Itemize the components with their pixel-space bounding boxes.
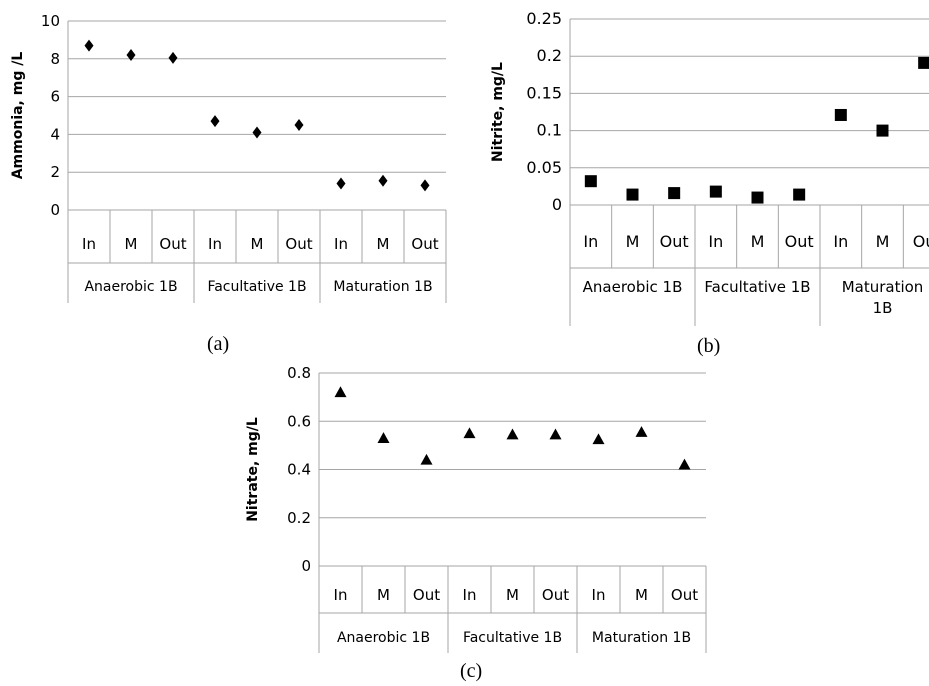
group-label: Facultative 1B xyxy=(463,630,562,646)
data-point-square xyxy=(751,191,764,204)
y-tick-label: 4 xyxy=(50,125,60,143)
data-point-square xyxy=(918,56,929,69)
y-tick-label: 0.1 xyxy=(537,121,562,140)
y-tick-label: 0.2 xyxy=(537,46,562,65)
y-axis-title: Nitrate, mg/L xyxy=(245,417,261,522)
y-tick-label: 0 xyxy=(50,201,60,219)
category-label: M xyxy=(377,235,390,253)
data-point-triangle xyxy=(506,428,519,440)
data-point-triangle xyxy=(334,386,347,398)
y-tick-label: 0.2 xyxy=(287,509,311,527)
chart-panel-c: 0 0.2 0.4 0.6 0.8 In M Out In M Out In M Out Anaerobic… xyxy=(230,360,730,660)
data-point-diamond xyxy=(210,115,220,128)
group-label: 1B xyxy=(873,299,893,317)
data-point-square xyxy=(626,188,639,201)
chart-b-svg: 0 0.05 0.1 0.15 0.2 0.25 In M Out In M Out In M Ou Anae… xyxy=(490,9,929,326)
y-axis-title: Ammonia, mg /L xyxy=(10,52,26,180)
y-tick-label: 0.4 xyxy=(287,461,311,479)
category-label: In xyxy=(708,232,723,251)
y-tick-label: 8 xyxy=(50,50,60,68)
data-point-triangle xyxy=(549,428,562,440)
data-point-diamond xyxy=(84,39,94,52)
group-label: Maturation xyxy=(842,278,924,296)
data-point-diamond xyxy=(168,51,178,64)
category-label: Ou xyxy=(913,232,929,251)
data-point-square xyxy=(834,108,847,121)
y-tick-label: 10 xyxy=(41,12,60,30)
y-tick-label: 0.6 xyxy=(287,412,311,430)
category-label: In xyxy=(334,235,348,253)
data-point-square xyxy=(584,175,597,188)
chart-panel-a: 0 2 4 6 8 10 In M Out In M Out In M Out Anaerobic 1B Fac… xyxy=(0,0,460,330)
data-point-triangle xyxy=(420,453,433,465)
category-label: In xyxy=(833,232,848,251)
data-point-triangle xyxy=(592,433,605,445)
category-label: In xyxy=(583,232,598,251)
group-label: Anaerobic 1B xyxy=(84,279,177,295)
y-axis-title: Nitrite, mg/L xyxy=(490,62,506,162)
y-tick-label: 0.15 xyxy=(526,83,562,102)
y-tick-label: 2 xyxy=(50,163,60,181)
category-label: Out xyxy=(785,232,814,251)
data-point-triangle xyxy=(635,426,648,437)
data-point-square xyxy=(709,185,722,198)
caption-b: (b) xyxy=(697,335,721,357)
category-label: Out xyxy=(671,586,698,604)
chart-panel-b: 0 0.05 0.1 0.15 0.2 0.25 In M Out In M Out In M Ou Anae… xyxy=(470,0,929,335)
data-point-diamond xyxy=(294,118,304,131)
group-label: Anaerobic 1B xyxy=(337,630,430,646)
data-point-square xyxy=(876,124,889,137)
group-label: Maturation 1B xyxy=(333,279,432,295)
category-label: Out xyxy=(159,235,186,253)
chart-a-svg: 0 2 4 6 8 10 In M Out In M Out In M Out Anaerobic 1B Fac… xyxy=(10,12,447,303)
category-label: In xyxy=(82,235,96,253)
category-label: M xyxy=(377,586,390,604)
data-point-diamond xyxy=(378,174,388,187)
group-label: Anaerobic 1B xyxy=(583,278,683,296)
category-label: Out xyxy=(660,232,689,251)
caption-a: (a) xyxy=(207,333,230,355)
data-point-diamond xyxy=(420,179,430,192)
category-label: M xyxy=(751,232,765,251)
data-point-diamond xyxy=(336,177,346,190)
category-label: Out xyxy=(413,586,440,604)
group-label: Facultative 1B xyxy=(207,279,306,295)
category-label: Out xyxy=(285,235,312,253)
y-tick-label: 0.25 xyxy=(526,9,562,28)
group-label: Facultative 1B xyxy=(704,278,810,296)
chart-c-svg: 0 0.2 0.4 0.6 0.8 In M Out In M Out In M Out Anaerobic… xyxy=(245,364,707,653)
data-point-diamond xyxy=(252,126,262,139)
data-point-triangle xyxy=(463,427,476,439)
data-point-triangle xyxy=(678,458,691,470)
category-label: M xyxy=(125,235,138,253)
category-label: Out xyxy=(542,586,569,604)
data-point-diamond xyxy=(126,49,136,62)
category-label: In xyxy=(334,586,348,604)
y-tick-label: 0.05 xyxy=(526,158,562,177)
category-label: M xyxy=(635,586,648,604)
data-point-square xyxy=(793,188,806,201)
data-point-square xyxy=(668,187,681,200)
category-label: M xyxy=(876,232,890,251)
category-label: Out xyxy=(411,235,438,253)
category-label: In xyxy=(463,586,477,604)
category-label: M xyxy=(626,232,640,251)
category-label: M xyxy=(506,586,519,604)
category-label: In xyxy=(592,586,606,604)
group-label: Maturation 1B xyxy=(592,630,691,646)
y-tick-label: 0.8 xyxy=(287,364,311,382)
category-label: In xyxy=(208,235,222,253)
data-point-triangle xyxy=(377,432,390,443)
y-tick-label: 6 xyxy=(50,88,60,106)
caption-c: (c) xyxy=(460,660,483,682)
category-label: M xyxy=(251,235,264,253)
y-tick-label: 0 xyxy=(552,195,562,214)
y-tick-label: 0 xyxy=(301,557,311,575)
